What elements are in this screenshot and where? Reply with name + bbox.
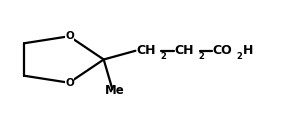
Text: 2: 2 [198,52,204,61]
Text: O: O [65,31,74,41]
Text: 2: 2 [160,52,166,61]
Text: CO: CO [213,44,233,57]
Text: O: O [65,78,74,88]
Text: H: H [243,44,253,57]
Text: 2: 2 [236,52,242,61]
Text: Me: Me [105,84,125,97]
Text: CH: CH [174,44,194,57]
Text: CH: CH [136,44,156,57]
